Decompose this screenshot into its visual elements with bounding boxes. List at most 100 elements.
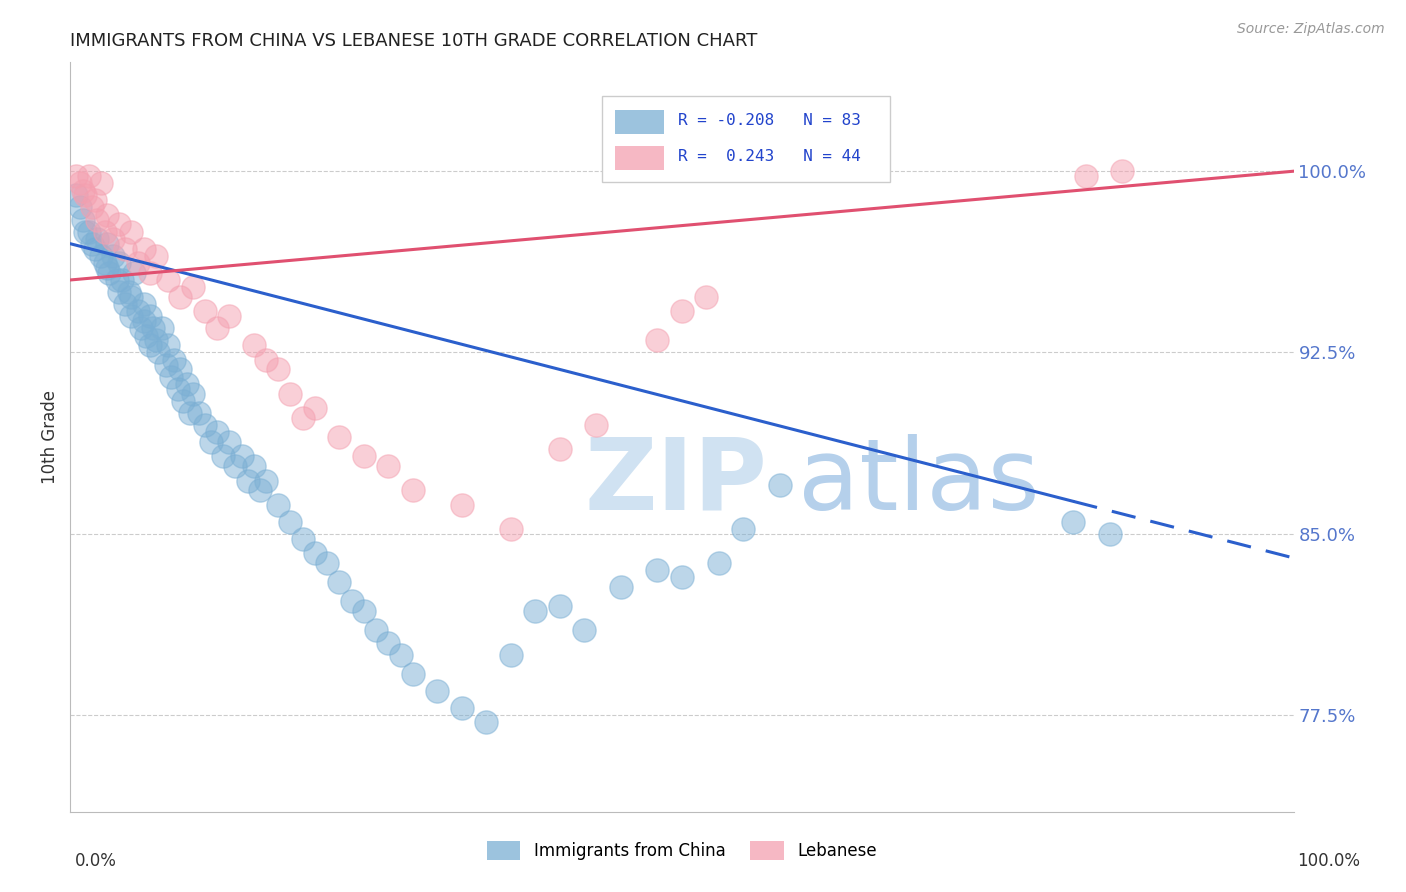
Point bbox=[72, 212, 94, 227]
Point bbox=[72, 184, 94, 198]
Point bbox=[69, 176, 91, 190]
Point bbox=[733, 522, 755, 536]
Point bbox=[148, 345, 170, 359]
Point bbox=[280, 386, 302, 401]
Point bbox=[139, 338, 162, 352]
Legend: Immigrants from China, Lebanese: Immigrants from China, Lebanese bbox=[481, 835, 883, 867]
FancyBboxPatch shape bbox=[614, 145, 664, 169]
Point bbox=[353, 450, 375, 464]
Point bbox=[243, 459, 266, 474]
Point bbox=[585, 417, 607, 432]
Point bbox=[101, 249, 124, 263]
Point bbox=[86, 212, 108, 227]
Point bbox=[82, 236, 104, 251]
Point bbox=[475, 715, 498, 730]
Point bbox=[218, 434, 240, 449]
Point bbox=[163, 352, 186, 367]
Point bbox=[291, 532, 314, 546]
Text: R =  0.243   N = 44: R = 0.243 N = 44 bbox=[678, 149, 860, 163]
Point bbox=[316, 556, 339, 570]
Point bbox=[1111, 164, 1133, 178]
Point bbox=[83, 193, 105, 207]
Point bbox=[1099, 526, 1122, 541]
Point bbox=[450, 498, 472, 512]
Text: atlas: atlas bbox=[799, 434, 1040, 531]
Point bbox=[167, 382, 190, 396]
Point bbox=[90, 176, 112, 190]
Point bbox=[450, 700, 472, 714]
Point bbox=[610, 580, 633, 594]
Point bbox=[249, 483, 271, 498]
Point bbox=[122, 266, 145, 280]
Point bbox=[77, 225, 100, 239]
Point bbox=[108, 218, 131, 232]
Point bbox=[548, 442, 571, 457]
Point bbox=[118, 285, 141, 299]
Point bbox=[96, 236, 118, 251]
Point bbox=[121, 290, 143, 304]
Point bbox=[187, 406, 209, 420]
Point bbox=[142, 321, 165, 335]
Point bbox=[671, 570, 693, 584]
Text: 0.0%: 0.0% bbox=[75, 852, 117, 870]
Point bbox=[82, 201, 104, 215]
Point bbox=[236, 474, 259, 488]
Point bbox=[108, 285, 131, 299]
Point bbox=[304, 546, 326, 560]
Point bbox=[139, 266, 162, 280]
Point bbox=[280, 515, 302, 529]
Point bbox=[176, 376, 198, 391]
Point bbox=[377, 459, 399, 474]
Point bbox=[524, 604, 547, 618]
Point bbox=[114, 242, 136, 256]
Point bbox=[159, 369, 181, 384]
Point bbox=[127, 256, 149, 270]
Point bbox=[402, 667, 425, 681]
Point bbox=[499, 648, 522, 662]
Point bbox=[121, 310, 143, 324]
Point bbox=[145, 249, 167, 263]
Point bbox=[1062, 515, 1084, 529]
Point bbox=[671, 304, 693, 318]
Point bbox=[121, 225, 143, 239]
Point bbox=[93, 256, 115, 270]
Point bbox=[65, 169, 87, 183]
Point bbox=[194, 304, 217, 318]
Point bbox=[139, 310, 162, 324]
Point bbox=[157, 338, 180, 352]
Point bbox=[328, 430, 350, 444]
Point bbox=[150, 321, 173, 335]
Point bbox=[328, 575, 350, 590]
Point bbox=[353, 604, 375, 618]
Point bbox=[73, 188, 96, 202]
Text: R = -0.208   N = 83: R = -0.208 N = 83 bbox=[678, 112, 860, 128]
Point bbox=[93, 225, 115, 239]
Point bbox=[267, 498, 290, 512]
Point bbox=[224, 459, 246, 474]
Point bbox=[105, 273, 128, 287]
Point bbox=[291, 410, 314, 425]
Point bbox=[65, 188, 87, 202]
Point bbox=[366, 624, 388, 638]
FancyBboxPatch shape bbox=[614, 110, 664, 134]
Point bbox=[127, 304, 149, 318]
Point bbox=[181, 386, 204, 401]
Point bbox=[389, 648, 412, 662]
Point bbox=[1074, 169, 1097, 183]
Point bbox=[340, 594, 363, 608]
FancyBboxPatch shape bbox=[602, 96, 890, 182]
Y-axis label: 10th Grade: 10th Grade bbox=[41, 390, 59, 484]
Point bbox=[172, 393, 194, 408]
Point bbox=[129, 321, 152, 335]
Point bbox=[181, 280, 204, 294]
Point bbox=[377, 635, 399, 649]
Point bbox=[155, 358, 177, 372]
Point bbox=[114, 297, 136, 311]
Point bbox=[96, 260, 118, 275]
Point bbox=[243, 338, 266, 352]
Point bbox=[108, 256, 131, 270]
Point bbox=[83, 242, 105, 256]
Point bbox=[132, 297, 155, 311]
Point bbox=[169, 362, 191, 376]
Point bbox=[402, 483, 425, 498]
